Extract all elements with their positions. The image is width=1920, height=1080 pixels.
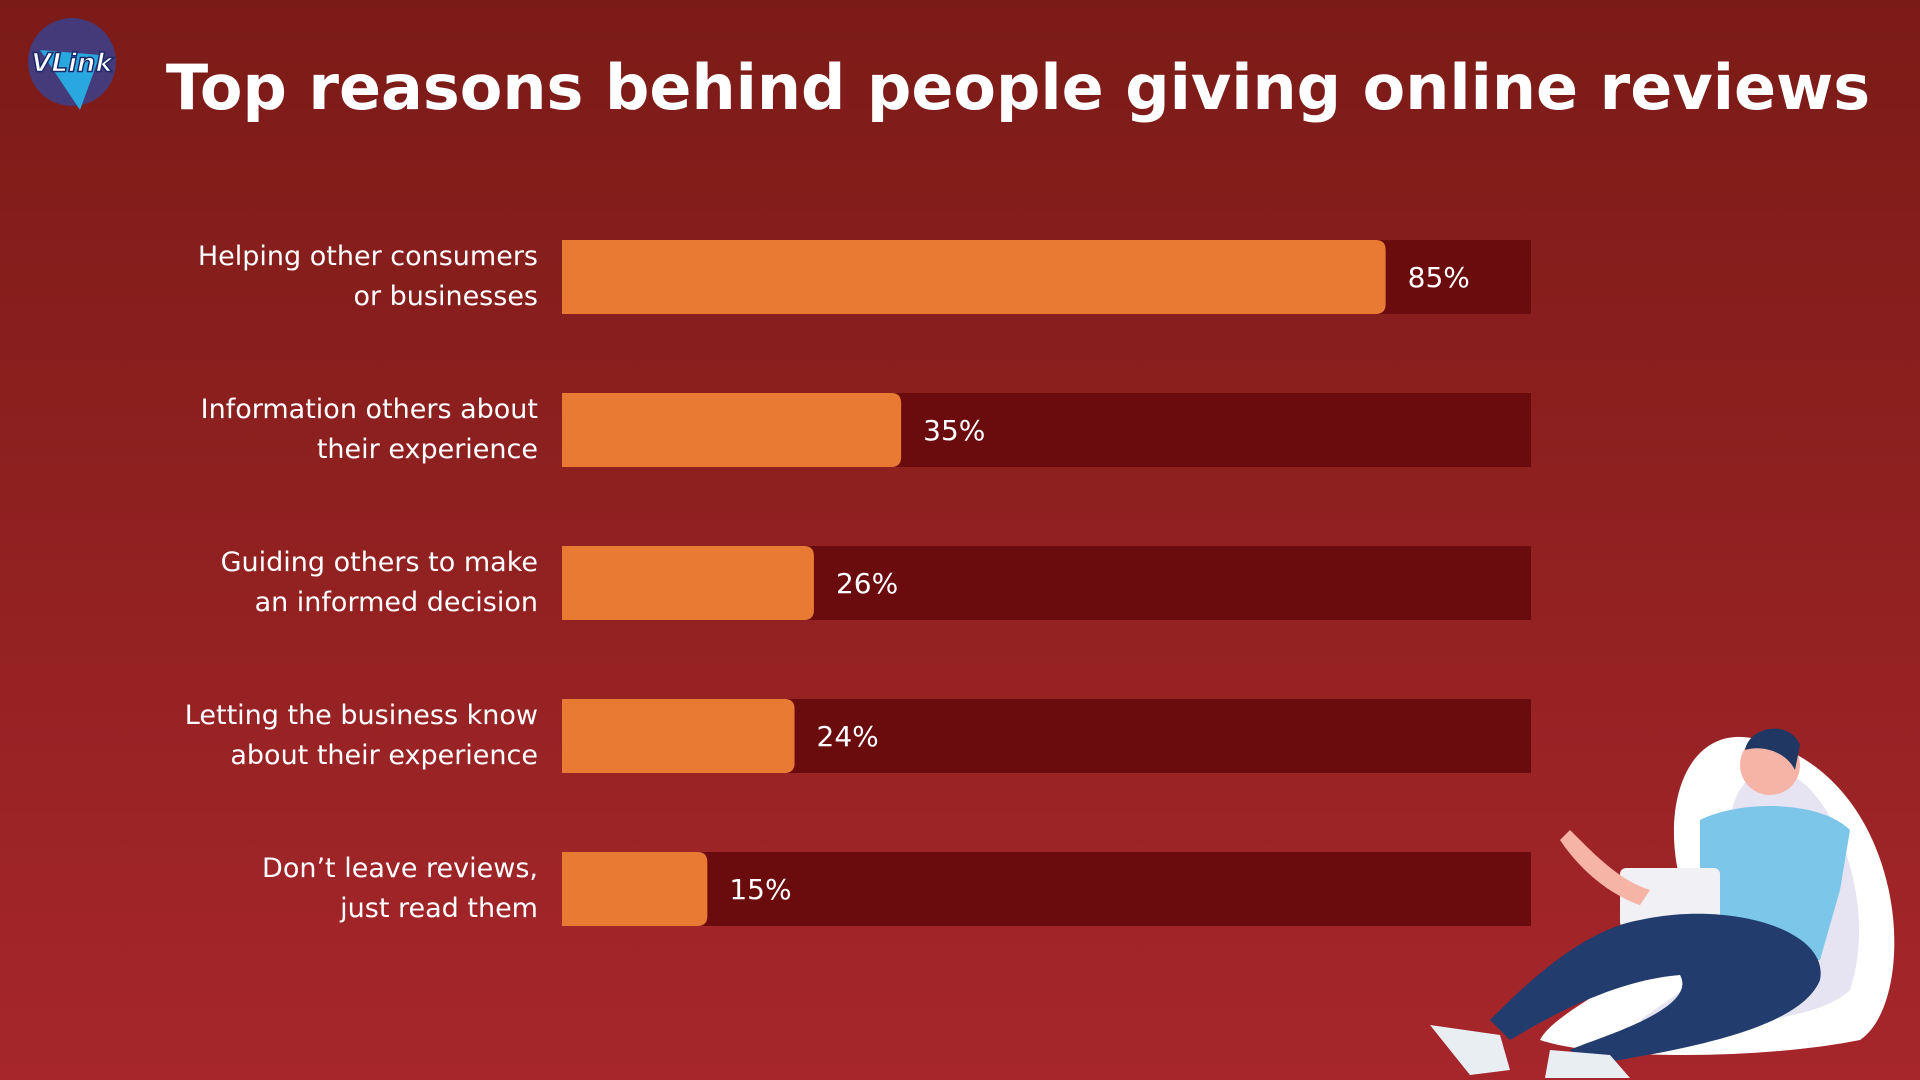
laptop	[1620, 868, 1720, 928]
logo-shape	[40, 50, 100, 110]
illustration	[1430, 728, 1895, 1078]
value-label: 24%	[817, 720, 879, 753]
category-label: Helping other consumers or businesses	[198, 241, 538, 312]
chart-title: Top reasons behind people giving online …	[166, 51, 1870, 124]
category-label: Don’t leave reviews, just read them	[262, 853, 538, 924]
legs	[1490, 913, 1821, 1065]
value-label: 15%	[729, 873, 791, 906]
bar	[562, 546, 814, 620]
value-label: 26%	[836, 567, 898, 600]
bar	[562, 699, 795, 773]
shoe	[1430, 1025, 1510, 1075]
bar-track	[562, 852, 1531, 926]
value-label: 85%	[1408, 261, 1470, 294]
value-label: 35%	[923, 414, 985, 447]
category-label: Letting the business know about their exp…	[185, 700, 538, 771]
category-label: Information others about their experience	[201, 394, 538, 465]
bar	[562, 393, 902, 467]
logo-text: VLink	[31, 49, 114, 79]
logo: VLink	[28, 18, 116, 110]
category-label: Guiding others to make an informed decisi…	[221, 547, 538, 618]
shoe	[1545, 1050, 1630, 1078]
arm	[1560, 830, 1650, 905]
plot-area: 85% Helping other consumers or businesses 3…	[185, 240, 1531, 926]
bar	[562, 240, 1386, 314]
bar	[562, 852, 708, 926]
hair	[1745, 728, 1800, 770]
